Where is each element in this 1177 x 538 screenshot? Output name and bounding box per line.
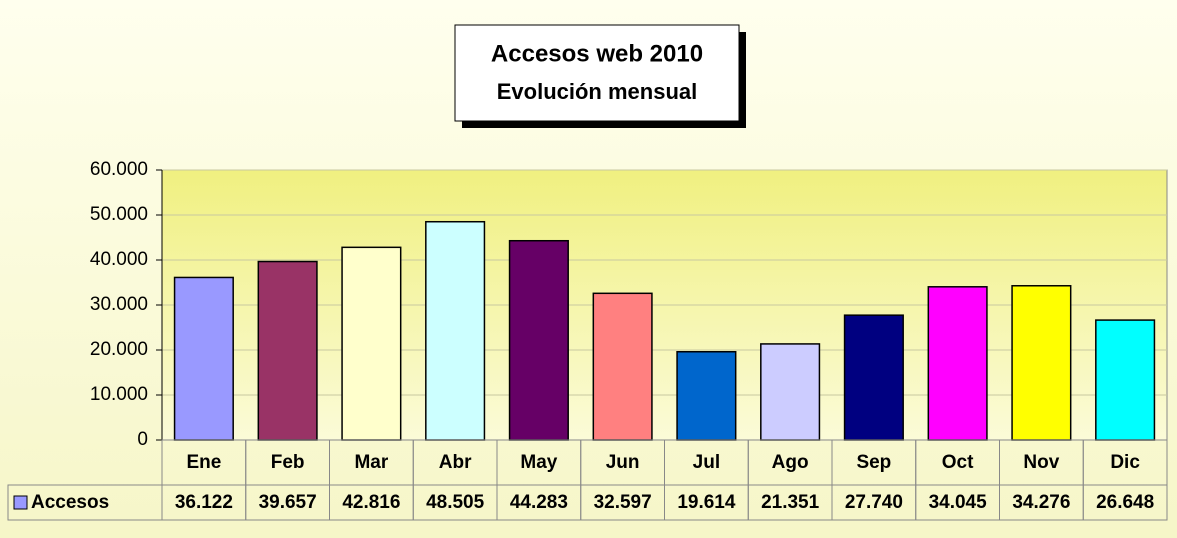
y-tick-label: 30.000 [90, 294, 148, 315]
value-label: 44.283 [510, 492, 568, 513]
x-tick-label: Abr [439, 452, 472, 473]
value-label: 39.657 [259, 492, 317, 513]
bar [508, 239, 569, 441]
y-tick-label: 0 [137, 429, 148, 450]
bar [760, 343, 821, 441]
table-cell [1082, 484, 1168, 521]
x-tick-label: Oct [942, 452, 974, 473]
y-tick-label: 20.000 [90, 339, 148, 360]
y-tick-label: 40.000 [90, 249, 148, 270]
x-tick-label: Ene [186, 452, 221, 473]
bar [1011, 285, 1072, 441]
x-tick-label: Dic [1110, 452, 1140, 473]
value-label: 48.505 [426, 492, 485, 513]
value-label: 19.614 [677, 492, 736, 513]
value-label: 42.816 [342, 492, 400, 513]
x-tick-label: Jul [693, 452, 720, 473]
bar [843, 314, 904, 441]
bar [341, 246, 402, 441]
y-tick-label: 50.000 [90, 204, 148, 225]
x-tick-label: Sep [856, 452, 891, 473]
value-label: 34.045 [929, 492, 988, 513]
title-box [454, 24, 740, 122]
x-tick-label: May [520, 452, 557, 473]
bar [592, 292, 653, 441]
value-label: 21.351 [761, 492, 820, 513]
x-tick-label: Nov [1023, 452, 1059, 473]
bar [1095, 319, 1156, 441]
bar [676, 350, 737, 441]
bar [257, 260, 318, 441]
value-label: 27.740 [845, 492, 903, 513]
bar [173, 276, 234, 441]
x-tick-label: Jun [606, 452, 640, 473]
chart-title: Accesos web 2010 [491, 40, 703, 67]
value-label: 34.276 [1012, 492, 1070, 513]
value-label: 32.597 [594, 492, 652, 513]
bar [927, 286, 988, 441]
bar [425, 220, 486, 441]
legend-label: Accesos [31, 492, 109, 513]
x-tick-label: Ago [772, 452, 809, 473]
value-label: 36.122 [175, 492, 233, 513]
chart-subtitle: Evolución mensual [497, 79, 698, 104]
y-tick-label: 60.000 [90, 159, 148, 180]
legend-key [13, 495, 28, 510]
y-tick-label: 10.000 [90, 384, 148, 405]
x-tick-label: Feb [271, 452, 305, 473]
x-tick-label: Mar [354, 452, 388, 473]
value-label: 26.648 [1096, 492, 1154, 513]
